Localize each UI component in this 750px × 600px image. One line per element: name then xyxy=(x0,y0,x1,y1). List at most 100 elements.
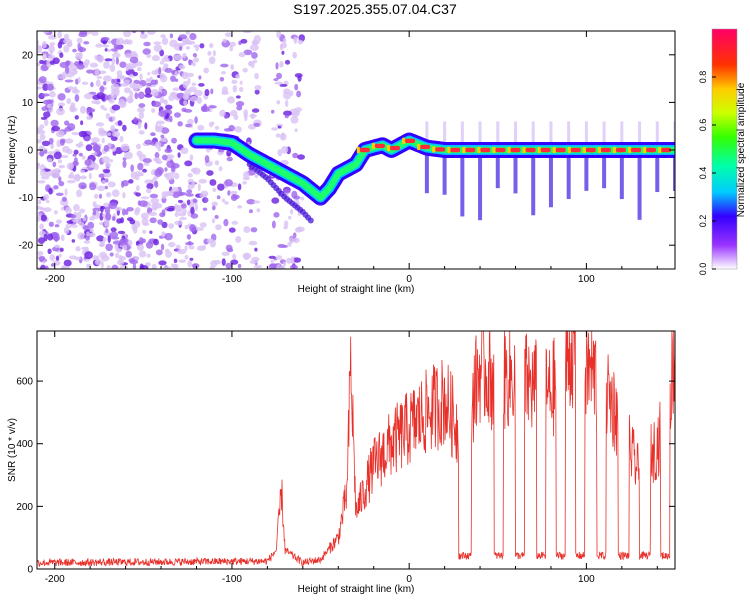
noise-speckle xyxy=(47,103,52,109)
noise-speckle xyxy=(137,121,142,130)
colorbar-tick-label: 0.2 xyxy=(698,215,708,228)
y-tick-label: -10 xyxy=(19,193,34,204)
noise-speckle xyxy=(74,55,82,59)
noise-speckle xyxy=(45,199,50,204)
noise-speckle xyxy=(268,255,276,259)
peak-amplitude-mark xyxy=(661,147,672,153)
noise-speckle xyxy=(49,60,55,65)
noise-speckle xyxy=(49,254,56,262)
noise-speckle xyxy=(284,99,289,108)
noise-speckle xyxy=(105,243,113,252)
noise-speckle xyxy=(254,72,259,80)
noise-speckle xyxy=(143,162,150,166)
noise-speckle xyxy=(228,227,236,233)
noise-speckle xyxy=(151,263,157,269)
noise-speckle xyxy=(161,221,168,229)
noise-speckle xyxy=(119,75,127,80)
spectral-streak xyxy=(460,121,464,144)
noise-speckle xyxy=(102,44,110,48)
noise-speckle xyxy=(168,241,176,248)
noise-speckle xyxy=(151,89,159,97)
noise-speckle xyxy=(105,178,109,183)
noise-speckle xyxy=(184,254,189,260)
noise-speckle xyxy=(110,91,119,99)
noise-speckle xyxy=(40,169,46,177)
noise-speckle xyxy=(48,187,53,195)
noise-speckle xyxy=(235,74,241,79)
noise-speckle xyxy=(169,92,177,97)
noise-speckle xyxy=(179,216,187,221)
noise-speckle xyxy=(276,72,282,80)
noise-speckle xyxy=(204,155,210,163)
noise-speckle xyxy=(296,90,302,98)
noise-speckle xyxy=(278,266,286,269)
noise-speckle xyxy=(128,239,133,246)
noise-speckle xyxy=(70,224,78,228)
noise-speckle xyxy=(50,119,59,127)
noise-speckle xyxy=(105,228,109,234)
noise-speckle xyxy=(94,68,100,77)
noise-speckle xyxy=(169,33,174,39)
noise-speckle xyxy=(77,47,87,53)
noise-speckle xyxy=(297,154,306,160)
noise-speckle xyxy=(57,159,63,164)
spectral-streak xyxy=(673,121,675,144)
noise-speckle xyxy=(139,200,148,207)
noise-speckle xyxy=(89,228,94,233)
colorbar-ticks: 0.0 0.2 0.4 0.6 0.8 xyxy=(698,71,716,275)
noise-speckle xyxy=(80,169,86,174)
peak-amplitude-edge xyxy=(612,146,616,154)
noise-speckle xyxy=(192,53,198,58)
noise-speckle xyxy=(276,31,282,39)
noise-speckle xyxy=(61,155,69,159)
noise-speckle xyxy=(103,144,109,152)
noise-speckle xyxy=(289,208,294,215)
noise-speckle xyxy=(280,42,287,49)
noise-speckle xyxy=(132,71,139,77)
noise-speckle xyxy=(173,263,179,269)
noise-speckle xyxy=(169,115,173,123)
noise-speckle xyxy=(210,88,214,95)
noise-speckle xyxy=(125,250,133,258)
noise-speckle xyxy=(209,265,215,269)
noise-speckle xyxy=(158,260,167,266)
spectral-streak xyxy=(602,121,606,144)
noise-speckle xyxy=(115,56,119,65)
noise-speckle xyxy=(104,206,111,214)
noise-speckle xyxy=(164,67,173,74)
colorbar-label: Normalized spectral amplitude xyxy=(736,82,747,217)
noise-speckle xyxy=(208,56,216,65)
noise-speckle xyxy=(169,39,178,48)
noise-speckle xyxy=(195,46,200,52)
noise-speckle xyxy=(168,223,175,229)
snr-y-axis: 0 200 400 600 xyxy=(16,377,675,576)
noise-speckle xyxy=(123,79,130,85)
peak-amplitude-mark xyxy=(555,147,566,153)
noise-speckle xyxy=(65,60,71,66)
noise-speckle xyxy=(204,197,209,203)
noise-speckle xyxy=(139,264,149,269)
noise-speckle xyxy=(99,85,105,93)
noise-speckle xyxy=(209,43,214,48)
noise-speckle xyxy=(48,221,54,227)
noise-speckle xyxy=(47,54,55,59)
noise-speckle xyxy=(183,100,188,106)
noise-speckle xyxy=(43,233,48,242)
noise-speckle xyxy=(227,96,235,104)
noise-speckle xyxy=(160,127,170,134)
noise-speckle xyxy=(153,202,163,209)
noise-speckle xyxy=(294,83,299,91)
noise-speckle xyxy=(103,61,110,69)
noise-speckle xyxy=(119,264,129,269)
noise-speckle xyxy=(109,64,116,72)
noise-speckle xyxy=(225,262,232,269)
noise-speckle xyxy=(43,193,49,201)
noise-speckle xyxy=(221,258,226,266)
noise-speckle xyxy=(152,101,162,108)
peak-amplitude-mark xyxy=(585,147,596,153)
noise-speckle xyxy=(52,161,57,168)
noise-speckle xyxy=(82,225,89,231)
noise-speckle xyxy=(279,61,284,68)
noise-speckle xyxy=(271,220,276,229)
